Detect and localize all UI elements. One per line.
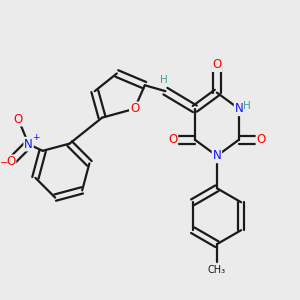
Text: O: O	[212, 58, 221, 71]
Text: H: H	[160, 75, 168, 85]
Text: CH₃: CH₃	[208, 265, 226, 275]
Text: H: H	[243, 101, 251, 111]
Text: O: O	[130, 102, 139, 115]
Text: O: O	[256, 133, 266, 146]
Text: N: N	[235, 102, 243, 115]
Text: O: O	[14, 112, 23, 126]
Text: O: O	[168, 133, 177, 146]
Text: N: N	[212, 149, 221, 162]
Text: −: −	[0, 158, 8, 168]
Text: N: N	[24, 138, 33, 151]
Text: +: +	[32, 133, 40, 142]
Text: O: O	[6, 155, 16, 168]
